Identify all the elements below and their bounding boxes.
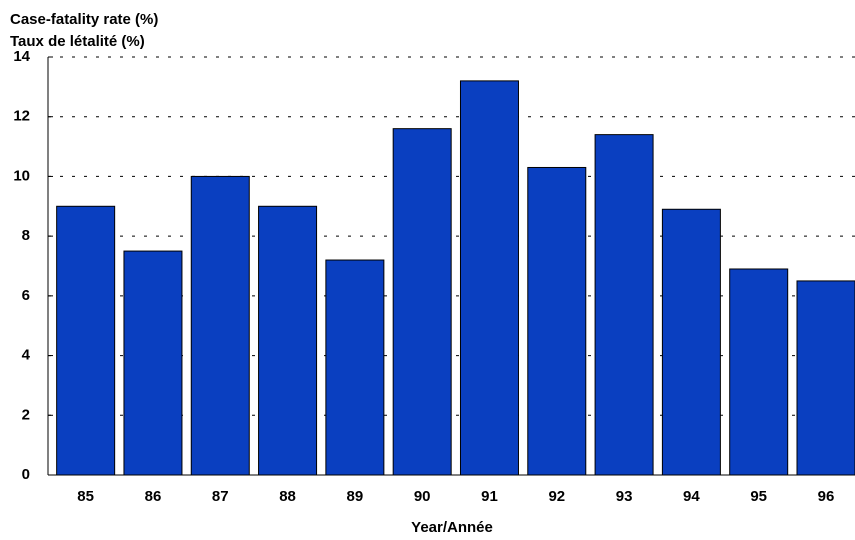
bar [392, 128, 452, 476]
y-tick-label: 14 [13, 48, 30, 65]
bar [594, 134, 654, 476]
bar [729, 268, 789, 476]
bar [661, 208, 721, 476]
x-tick-label: 90 [414, 488, 431, 505]
bar [123, 250, 183, 476]
x-tick-label: 88 [279, 488, 296, 505]
bar [527, 166, 587, 476]
x-tick-label: 96 [818, 488, 835, 505]
y-tick-label: 0 [22, 466, 30, 483]
y-tick-label: 8 [22, 227, 30, 244]
x-tick-label: 94 [683, 488, 700, 505]
x-tick-label: 92 [548, 488, 565, 505]
bar [258, 205, 318, 476]
y-tick-label: 12 [13, 108, 30, 125]
y-tick-label: 2 [22, 406, 30, 423]
chart-title: Case-fatality rate (%) [10, 11, 158, 28]
bar [459, 80, 519, 476]
bar [796, 280, 855, 476]
y-tick-label: 10 [13, 167, 30, 184]
x-tick-label: 89 [347, 488, 364, 505]
bar [56, 205, 116, 476]
x-tick-label: 95 [750, 488, 767, 505]
bar [190, 175, 250, 476]
x-tick-label: 91 [481, 488, 498, 505]
bar [325, 259, 385, 476]
x-tick-label: 87 [212, 488, 229, 505]
x-axis-label: Year/Année [411, 519, 493, 536]
x-tick-label: 93 [616, 488, 633, 505]
x-tick-label: 86 [145, 488, 162, 505]
y-tick-label: 6 [22, 287, 30, 304]
x-tick-label: 85 [77, 488, 94, 505]
chart-subtitle: Taux de létalité (%) [10, 33, 145, 50]
y-tick-label: 4 [22, 347, 31, 364]
